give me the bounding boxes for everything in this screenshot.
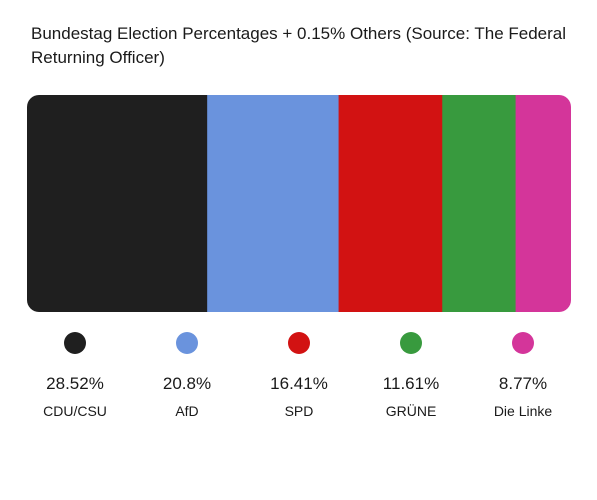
category-label-die-linke: Die Linke [494, 403, 553, 419]
category-label-spd: SPD [285, 403, 314, 419]
value-label-die-linke: 8.77% [499, 374, 547, 393]
value-label-spd: 16.41% [270, 374, 328, 393]
legend-dot-gr-ne [400, 332, 422, 354]
chart-title: Bundestag Election Percentages + 0.15% O… [31, 24, 567, 67]
bar-segment-die-linke [515, 95, 571, 312]
legend-dot-die-linke [512, 332, 534, 354]
value-label-afd: 20.8% [163, 374, 211, 393]
category-label-cdu-csu: CDU/CSU [43, 403, 107, 419]
value-label-cdu-csu: 28.52% [46, 374, 104, 393]
category-label-gr-ne: GRÜNE [386, 402, 437, 419]
value-label-gr-ne: 11.61% [383, 374, 439, 393]
bar-segment-gr-ne [442, 95, 517, 312]
category-label-afd: AfD [175, 403, 198, 419]
bar-segment-spd [338, 95, 443, 312]
legend-dot-afd [176, 332, 198, 354]
legend-dot-spd [288, 332, 310, 354]
legend: 28.52% CDU/CSU 20.8% AfD 16.41% SPD 11.61% GRÜN… [43, 332, 552, 419]
bar-segment-afd [207, 95, 340, 312]
bar-segments [27, 95, 571, 312]
bar-segment-cdu-csu [27, 95, 208, 312]
legend-dot-cdu-csu [64, 332, 86, 354]
